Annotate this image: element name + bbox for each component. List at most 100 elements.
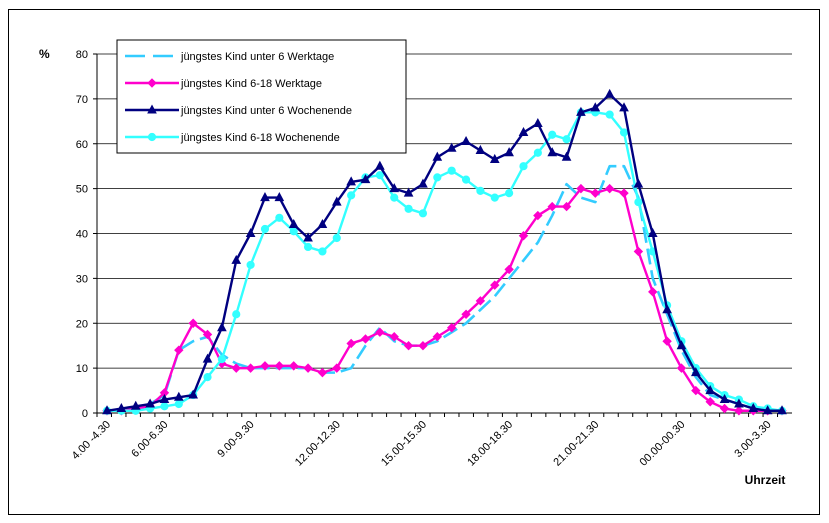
data-point-triangle [288,218,299,229]
data-point-circle [318,247,327,256]
data-point-triangle [217,322,227,332]
data-point-circle [289,227,298,236]
data-point-triangle [489,153,500,163]
data-point-diamond [231,363,241,373]
chart-frame: 0 10 20 30 40 50 60 70 80 4.00 -4.30 6.00-6.30 9.0… [8,9,820,515]
y-tick-label: 50 [76,184,88,196]
data-point-diamond [604,183,615,194]
data-point-triangle [619,102,629,112]
data-point-diamond [490,280,500,290]
data-point-diamond [533,210,543,221]
data-point-triangle [604,88,615,98]
legend-label: jüngstes Kind unter 6 Werktage [180,51,334,63]
data-point-circle [147,132,157,142]
data-point-circle [246,260,255,270]
data-point-circle [174,399,183,409]
data-point-triangle [705,385,716,395]
data-point-diamond [504,264,514,275]
data-point-diamond [633,246,644,257]
series-2 [102,88,787,415]
data-point-diamond [389,332,399,342]
data-point-circle [217,355,226,364]
data-point-diamond [288,361,299,371]
data-point-triangle [504,147,514,157]
data-point-triangle [145,398,155,408]
data-point-diamond [547,201,557,212]
legend-box [116,39,407,154]
data-point-diamond [332,363,342,373]
y-axis-title: % [39,47,50,61]
data-point-triangle [317,218,328,229]
data-point-circle [418,209,428,218]
y-tick-label: 30 [76,273,88,285]
data-point-diamond [346,338,356,349]
x-tick-label: 00.00-00.30 [638,419,688,469]
data-point-triangle [547,147,558,157]
y-tick-labels: 0 10 20 30 40 50 60 70 80 [76,49,88,420]
data-point-triangle [173,391,184,401]
data-point-diamond [590,188,601,198]
data-point-triangle [676,340,687,350]
data-point-triangle [432,151,443,161]
data-point-triangle [533,117,543,128]
data-point-triangle [389,183,400,193]
data-point-circle [404,204,413,213]
data-point-triangle [346,176,356,186]
data-point-circle [232,310,241,319]
data-point-diamond [432,332,443,342]
data-point-circle [461,175,471,184]
data-point-circle [390,193,399,202]
data-point-diamond [691,385,701,396]
data-point-circle [160,402,169,411]
y-tick-label: 10 [76,363,88,375]
x-tick-labels: 4.00 -4.30 6.00-6.30 9.00-9.30 12.00-12.30 1… [70,419,774,469]
data-point-diamond [360,334,371,344]
series-line [107,164,782,413]
line-chart: 0 10 20 30 40 50 60 70 80 4.00 -4.30 6.00-6.30 9.0… [39,39,792,487]
data-point-diamond [561,201,572,212]
data-point-triangle [102,405,112,415]
data-point-circle [562,135,571,144]
x-tick-label: 3.00-3.30 [732,419,773,460]
data-point-triangle [202,353,213,363]
data-point-circle [275,213,284,222]
data-point-triangle [375,160,385,170]
data-point-diamond [461,309,471,319]
data-point-diamond [188,318,198,328]
series-group [102,88,787,416]
data-point-diamond [446,323,457,333]
data-point-diamond [303,363,313,373]
data-point-triangle [147,104,157,114]
data-point-diamond [403,340,414,351]
axes [96,54,792,417]
x-tick-label: 12.00-12.30 [293,419,343,469]
data-point-diamond [719,403,730,414]
data-point-circle [203,373,212,382]
data-point-triangle [719,393,730,404]
data-point-circle [260,224,270,234]
data-point-triangle [518,126,529,137]
legend: jüngstes Kind unter 6 Werktage jüngstes K… [116,39,407,154]
x-tick-label: 4.00 -4.30 [70,419,114,463]
data-point-triangle [274,192,285,202]
data-point-triangle [116,402,127,413]
data-point-circle [375,171,384,180]
data-point-triangle [418,178,428,188]
data-point-triangle [662,304,672,314]
data-point-triangle [231,254,242,264]
data-point-triangle [446,142,457,152]
data-point-circle [605,110,614,119]
y-tick-label: 40 [76,229,88,241]
data-point-circle [634,197,643,207]
data-point-triangle [130,400,141,410]
data-point-diamond [245,363,256,373]
x-tick-label: 9.00-9.30 [215,419,256,460]
data-point-triangle [188,389,199,399]
data-point-triangle [690,367,701,377]
x-tick-label: 18.00-18.30 [465,419,515,469]
x-tick-label: 6.00-6.30 [129,419,170,460]
data-point-diamond [202,329,213,340]
data-point-triangle [748,402,759,413]
data-point-circle [548,130,557,139]
data-point-triangle [475,144,486,154]
